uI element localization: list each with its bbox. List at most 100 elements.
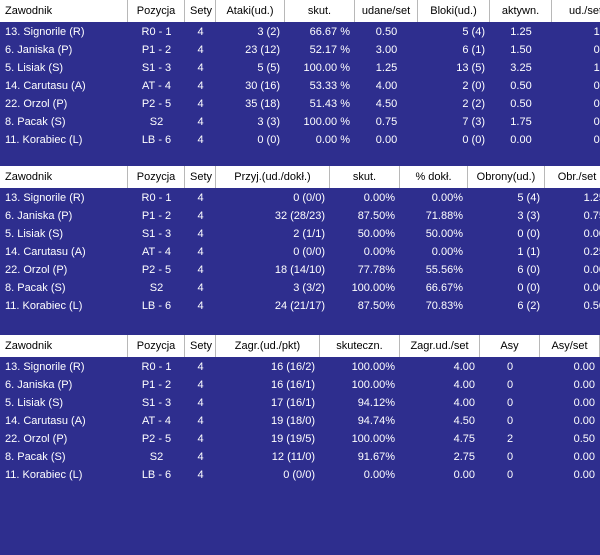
table-cell: 14. Carutasu (A) (5, 246, 86, 258)
table-cell: 2 (0) (462, 80, 485, 92)
table-cell: 16 (16/1) (270, 379, 315, 391)
table-cell: 1.75 (510, 116, 532, 128)
table-cell: 6. Janiska (P) (5, 44, 73, 56)
table-cell: 0.00 (573, 415, 595, 427)
table-cell: 0.00 (573, 361, 595, 373)
table-cell: 0.00 (573, 451, 595, 463)
table-cell: R0 - 1 (141, 26, 172, 38)
table-cell: 12 (11/0) (271, 451, 315, 463)
table-cell: 4 (197, 379, 204, 391)
column-header: Sety (185, 166, 216, 188)
table-cell: P2 - 5 (141, 433, 172, 445)
table-cell: 4 (197, 26, 204, 38)
table-cell: 1.25 (593, 62, 600, 74)
column-header: Sety (185, 335, 216, 357)
table-cell: 4.50 (375, 98, 398, 110)
table-cell: 87.50% (357, 300, 395, 312)
table-cell: 11. Korabiec (L) (5, 300, 83, 312)
table-cell: 13. Signorile (R) (5, 26, 85, 38)
table-cell: 0.25 (593, 44, 600, 56)
table-cell: S2 (149, 116, 164, 128)
table-cell: 4 (197, 264, 204, 276)
column-header: Zawodnik (0, 0, 128, 22)
table-cell: 0 (0/0) (293, 246, 325, 258)
table-cell: 0.00 (583, 264, 600, 276)
table-cell: 0 (506, 415, 514, 427)
table-cell: 0.00 (593, 80, 600, 92)
table-cell: 4 (197, 228, 204, 240)
table-cell: 4 (197, 44, 204, 56)
table-cell: 0.50 (593, 98, 600, 110)
column-header: Asy/set (540, 335, 600, 357)
table-cell: 70.83% (425, 300, 463, 312)
table-cell: 0.75 (375, 116, 398, 128)
table-cell: 52.17 % (309, 44, 350, 56)
table-cell: 4 (197, 116, 204, 128)
table-cell: 0.00 (375, 134, 398, 146)
column-header: Pozycja (128, 166, 185, 188)
table-cell: 0.00 (573, 379, 595, 391)
table-cell: 19 (18/0) (270, 415, 315, 427)
table-cell: 13. Signorile (R) (5, 361, 85, 373)
table-cell: 1.00 (593, 26, 600, 38)
table-cell: 0 (0) (517, 282, 540, 294)
table-cell: 4.50 (453, 415, 475, 427)
table-cell: 35 (18) (245, 98, 280, 110)
table-cell: 4 (197, 300, 204, 312)
table-cell: 4 (197, 134, 204, 146)
header-row (0, 0, 600, 22)
table-cell: 6 (0) (517, 264, 540, 276)
table-cell: 23 (12) (245, 44, 280, 56)
table-cell: 0.00 (593, 134, 600, 146)
table-cell: 77.78% (357, 264, 395, 276)
table-cell: R0 - 1 (141, 192, 172, 204)
table-cell: 51.43 % (309, 98, 350, 110)
table-cell: 6 (1) (462, 44, 485, 56)
table-cell: 100.00% (351, 433, 395, 445)
table-cell: 0.75 (583, 210, 600, 222)
table-cell: 1.25 (375, 62, 398, 74)
table-cell: 14. Carutasu (A) (5, 415, 86, 427)
table-cell: 100.00% (351, 361, 395, 373)
column-header: skuteczn. (320, 335, 400, 357)
table-cell: 87.50% (357, 210, 395, 222)
table-cell: 4.00 (453, 397, 475, 409)
table-cell: 3 (3) (257, 116, 280, 128)
column-header: Bloki(ud.) (418, 0, 490, 22)
table-cell: S1 - 3 (141, 62, 172, 74)
table-cell: 19 (19/5) (270, 433, 315, 445)
table-cell: 0.75 (593, 116, 600, 128)
table-cell: S2 (149, 282, 164, 294)
column-header: Przyj.(ud./dokł.) (216, 166, 330, 188)
table-cell: AT - 4 (142, 80, 171, 92)
table-cell: 0.00 % (315, 134, 350, 146)
table-cell: 66.67 % (309, 26, 350, 38)
table-cell: 0.00 (573, 469, 595, 481)
table-cell: 0 (506, 361, 514, 373)
table-cell: 8. Pacak (S) (5, 282, 66, 294)
table-cell: 6. Janiska (P) (5, 210, 73, 222)
table-cell: 1.25 (510, 26, 532, 38)
table-cell: 0 (0) (257, 134, 280, 146)
table-cell: 0.00% (363, 246, 395, 258)
table-cell: 22. Orzol (P) (5, 264, 68, 276)
table-cell: 24 (21/17) (274, 300, 325, 312)
column-header: % dokł. (400, 166, 468, 188)
table-cell: 22. Orzol (P) (5, 433, 68, 445)
table-cell: 4 (197, 451, 204, 463)
table-cell: 0.00% (431, 192, 463, 204)
table-cell: 0 (0/0) (283, 469, 315, 481)
table-cell: 1 (1) (517, 246, 540, 258)
table-cell: 55.56% (425, 264, 463, 276)
column-header: skut. (330, 166, 400, 188)
table-cell: 0 (506, 451, 514, 463)
table-cell: 3.00 (375, 44, 398, 56)
table-cell: S1 - 3 (141, 397, 172, 409)
table-cell: 13. Signorile (R) (5, 192, 85, 204)
table-cell: 100.00% (351, 282, 395, 294)
table-cell: 0.00 (573, 397, 595, 409)
table-cell: 30 (16) (245, 80, 280, 92)
table-cell: 11. Korabiec (L) (5, 134, 83, 146)
table-cell: 0.00% (363, 469, 395, 481)
table-cell: P2 - 5 (141, 264, 172, 276)
